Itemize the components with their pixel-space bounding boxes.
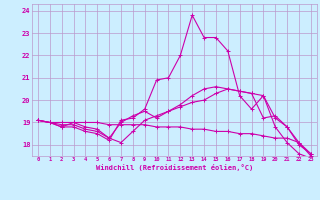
- X-axis label: Windchill (Refroidissement éolien,°C): Windchill (Refroidissement éolien,°C): [96, 164, 253, 171]
